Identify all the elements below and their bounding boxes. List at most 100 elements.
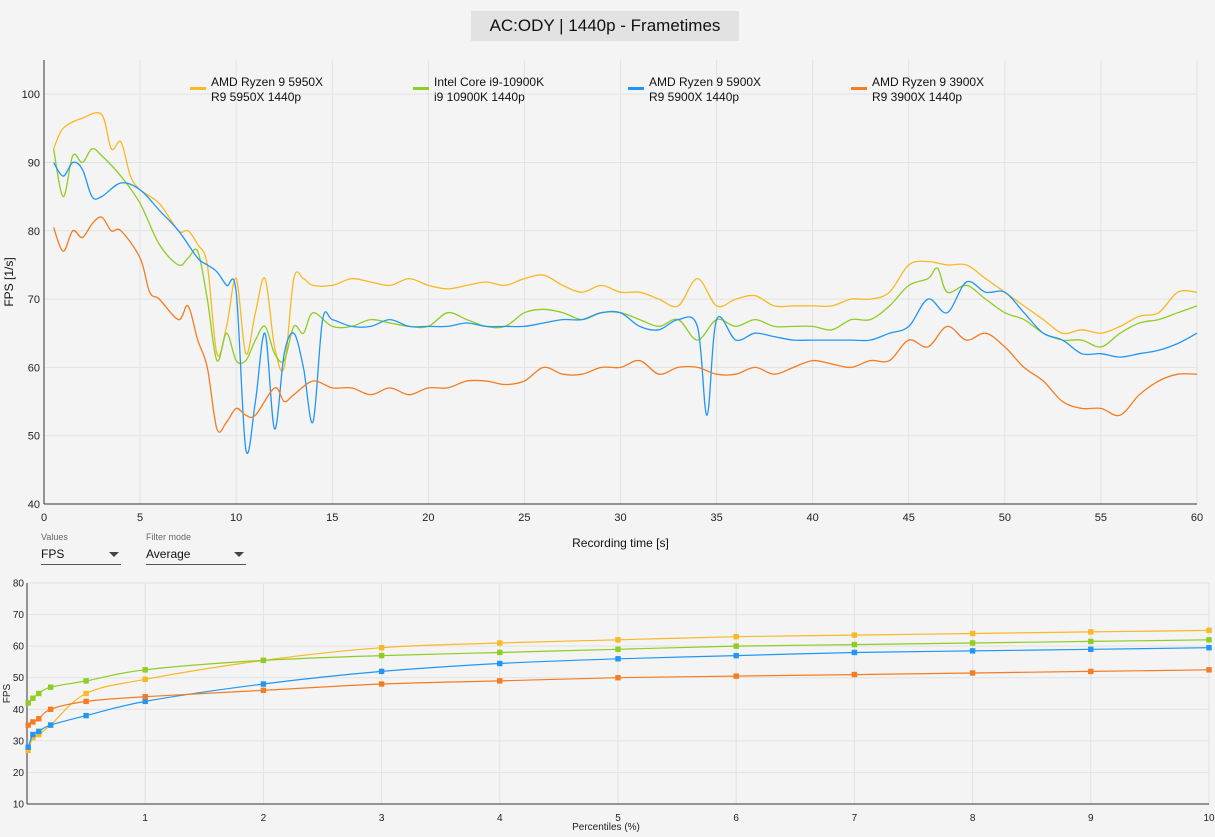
percentile-marker-i10900k bbox=[260, 657, 267, 664]
percentile-marker-r5950x bbox=[25, 747, 31, 754]
values-selected: FPS bbox=[41, 547, 65, 561]
percentile-marker-r5900x bbox=[969, 648, 976, 654]
percentile-marker-r3900x bbox=[851, 671, 858, 678]
percentile-marker-i10900k bbox=[30, 695, 36, 701]
percentile-marker-r3900x bbox=[25, 722, 31, 728]
y-tick-label: 100 bbox=[22, 89, 40, 101]
percentile-plot: 1 2 3 4 5 6 7 8 9 10 10 20 30 40 50 60 70 80 Percentiles (… bbox=[2, 579, 1215, 834]
percentile-marker-i10900k bbox=[1088, 638, 1094, 645]
y-tick-label: 90 bbox=[28, 157, 40, 169]
y-tick-label: 60 bbox=[13, 642, 25, 653]
percentile-marker-r5950x bbox=[378, 645, 385, 651]
percentile-marker-i10900k bbox=[36, 690, 42, 697]
series-line-r3900x bbox=[52, 216, 1198, 433]
x-tick-label: 4 bbox=[497, 813, 503, 824]
y-tick-label: 40 bbox=[13, 705, 25, 716]
series-line-r5900x bbox=[53, 161, 1198, 454]
percentile-marker-r3900x bbox=[36, 716, 42, 722]
x-tick-label: 5 bbox=[615, 813, 621, 824]
y-tick-label: 40 bbox=[28, 499, 40, 511]
x-tick-label: 50 bbox=[999, 512, 1011, 524]
x-axis-label: Percentiles (%) bbox=[572, 822, 640, 833]
percentile-marker-r3900x bbox=[378, 681, 385, 687]
x-tick-label: 40 bbox=[807, 512, 819, 524]
percentile-marker-r5950x bbox=[30, 735, 36, 741]
x-tick-label: 0 bbox=[41, 512, 47, 524]
percentile-line-r3900x bbox=[27, 669, 1210, 726]
legend-sub-r5950x: R9 5950X 1440p bbox=[211, 90, 301, 104]
percentile-marker-r3900x bbox=[969, 670, 976, 676]
percentile-marker-r3900x bbox=[615, 675, 621, 681]
percentile-marker-i10900k bbox=[851, 641, 858, 648]
percentile-marker-r5950x bbox=[83, 690, 89, 697]
x-tick-label: 2 bbox=[261, 813, 267, 824]
percentile-marker-r5900x bbox=[25, 744, 31, 750]
x-axis-label: Recording time [s] bbox=[572, 536, 669, 550]
x-tick-label: 30 bbox=[614, 512, 626, 524]
percentile-marker-r3900x bbox=[733, 673, 739, 679]
filter-mode-dropdown[interactable]: Filter mode Average bbox=[146, 532, 246, 565]
percentile-marker-r3900x bbox=[142, 693, 148, 700]
y-tick-label: 50 bbox=[28, 431, 40, 443]
x-tick-label: 25 bbox=[518, 512, 530, 524]
percentile-line-r5900x bbox=[27, 647, 1210, 748]
chart-title: AC:ODY | 1440p - Frametimes bbox=[471, 11, 739, 41]
percentile-marker-r5900x bbox=[733, 652, 739, 659]
x-tick-label: 10 bbox=[230, 512, 242, 524]
percentile-marker-r5900x bbox=[1088, 646, 1094, 652]
legend-sub-r3900x: R9 3900X 1440p bbox=[872, 90, 962, 104]
percentile-marker-r3900x bbox=[30, 719, 36, 725]
filter-mode-select[interactable]: Average bbox=[146, 544, 246, 565]
percentile-marker-r3900x bbox=[260, 687, 267, 694]
percentile-marker-r5900x bbox=[30, 731, 36, 738]
x-tick-label: 10 bbox=[1203, 813, 1215, 824]
percentile-marker-r3900x bbox=[83, 698, 89, 705]
percentile-marker-r5900x bbox=[83, 712, 89, 719]
percentile-marker-r5950x bbox=[733, 633, 739, 640]
percentile-marker-r5900x bbox=[851, 649, 858, 656]
x-tick-label: 45 bbox=[903, 512, 915, 524]
percentile-marker-r5950x bbox=[1206, 627, 1212, 634]
x-tick-label: 35 bbox=[710, 512, 722, 524]
x-tick-label: 6 bbox=[733, 813, 739, 824]
x-tick-label: 3 bbox=[379, 813, 385, 824]
percentile-marker-i10900k bbox=[47, 684, 54, 690]
percentile-line-i10900k bbox=[27, 639, 1210, 704]
percentile-marker-r5900x bbox=[1206, 645, 1212, 651]
y-axis-label: FPS [1/s] bbox=[2, 257, 16, 306]
values-caption: Values bbox=[41, 532, 68, 542]
chevron-down-icon bbox=[109, 551, 119, 557]
x-tick-label: 7 bbox=[852, 813, 858, 824]
x-tick-label: 20 bbox=[422, 512, 434, 524]
legend-swatch-r3900x bbox=[851, 87, 867, 90]
percentile-marker-i10900k bbox=[615, 646, 621, 652]
legend-sub-i10900k: i9 10900K 1440p bbox=[434, 90, 525, 104]
y-tick-label: 80 bbox=[28, 226, 40, 238]
legend-name-i10900k: Intel Core i9-10900K bbox=[434, 75, 544, 89]
percentile-marker-i10900k bbox=[733, 643, 739, 649]
percentile-marker-r5950x bbox=[497, 640, 503, 646]
percentile-marker-r5900x bbox=[36, 728, 42, 735]
y-tick-label: 80 bbox=[13, 579, 25, 590]
y-tick-label: 70 bbox=[13, 610, 25, 621]
percentile-marker-r5900x bbox=[497, 660, 503, 667]
filter-mode-selected: Average bbox=[146, 547, 191, 561]
x-tick-label: 8 bbox=[970, 813, 976, 824]
percentile-marker-r5900x bbox=[615, 656, 621, 662]
values-dropdown[interactable]: Values FPS bbox=[41, 532, 121, 565]
values-select[interactable]: FPS bbox=[41, 544, 121, 565]
percentile-marker-r5950x bbox=[969, 630, 976, 637]
percentile-marker-i10900k bbox=[378, 652, 385, 659]
legend-swatch-r5950x bbox=[190, 87, 206, 90]
x-tick-label: 9 bbox=[1088, 813, 1094, 824]
legend-sub-r5900x: R9 5900X 1440p bbox=[649, 90, 739, 104]
series-line-i10900k bbox=[52, 147, 1198, 365]
x-tick-label: 1 bbox=[142, 813, 148, 824]
percentile-marker-r3900x bbox=[497, 678, 503, 684]
percentile-line-r5950x bbox=[27, 629, 1210, 751]
x-tick-label: 60 bbox=[1191, 512, 1203, 524]
percentile-marker-r5950x bbox=[142, 676, 148, 682]
percentile-marker-r5950x bbox=[1088, 629, 1094, 635]
y-tick-label: 50 bbox=[13, 673, 25, 684]
